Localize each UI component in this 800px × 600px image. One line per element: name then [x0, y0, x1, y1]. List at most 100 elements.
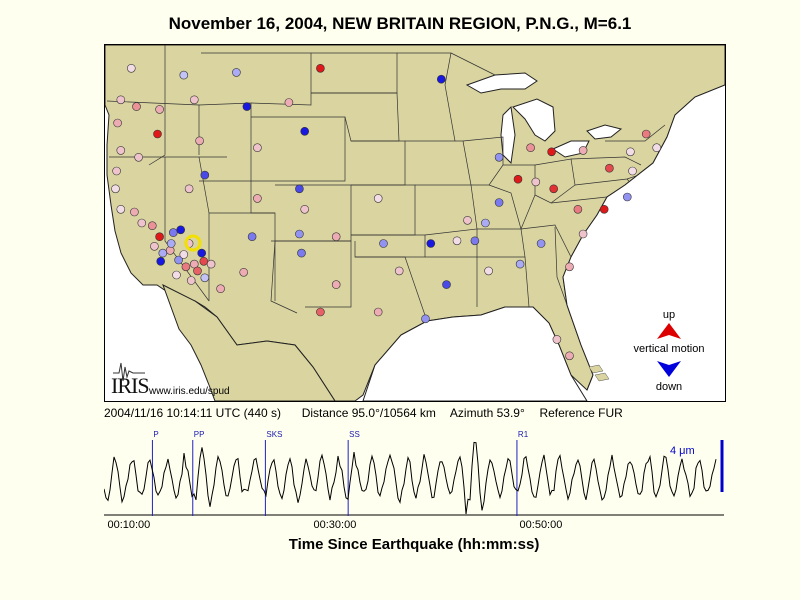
- station-st-23: [116, 205, 126, 214]
- station-st-49: [247, 232, 257, 241]
- station-st-22: [184, 184, 194, 194]
- iris-wave-icon: [113, 362, 145, 382]
- station-st-38: [172, 270, 181, 280]
- station-st-9: [190, 95, 199, 105]
- great-lakes: [465, 72, 623, 165]
- station-st-56: [331, 280, 341, 289]
- station-st-62: [421, 314, 430, 324]
- station-st-70: [481, 218, 490, 228]
- station-st-72: [494, 153, 504, 162]
- reference-station-marker: [184, 234, 202, 252]
- station-st-11: [284, 98, 294, 107]
- station-st-31: [158, 248, 168, 258]
- station-st-51: [295, 184, 304, 194]
- station-st-60: [316, 307, 325, 317]
- mexico-landmass: [162, 283, 336, 401]
- station-st-88: [565, 262, 574, 272]
- station-st-37: [156, 257, 166, 266]
- station-st-33: [181, 262, 191, 272]
- vertical-motion-legend: up vertical motion down: [619, 309, 719, 399]
- station-st-76: [526, 143, 535, 152]
- x-tick-1: 00:30:00: [313, 519, 357, 531]
- station-st-25: [137, 218, 147, 228]
- iris-url-link[interactable]: www.iris.edu/spud: [149, 386, 230, 397]
- station-st-32: [174, 255, 183, 265]
- iris-logo: IRIS: [111, 362, 150, 398]
- station-st-27: [155, 232, 164, 241]
- station-st-17: [134, 153, 143, 162]
- station-st-87: [578, 229, 588, 239]
- station-st-8: [155, 105, 164, 114]
- map-canvas: [105, 45, 725, 401]
- station-st-20: [200, 170, 210, 180]
- station-st-50: [253, 194, 262, 203]
- station-st-2: [179, 70, 189, 80]
- station-st-48: [239, 268, 248, 277]
- down-arrow-icon: [657, 361, 681, 377]
- x-tick-2: 00:50:00: [519, 519, 563, 531]
- phase-label-p: P: [153, 430, 158, 439]
- event-azimuth: Azimuth 53.9°: [449, 406, 525, 420]
- phase-label-ss: SS: [349, 430, 360, 439]
- station-st-78: [578, 146, 588, 155]
- station-st-28: [169, 228, 178, 237]
- atlantic-ocean: [563, 85, 725, 401]
- phase-label-r1: R1: [518, 430, 529, 439]
- station-st-4: [316, 63, 325, 73]
- station-st-26: [147, 221, 157, 230]
- station-st-75: [549, 184, 559, 194]
- gulf-of-mexico: [362, 306, 588, 401]
- station-st-42: [199, 257, 209, 266]
- station-st-10: [242, 102, 252, 111]
- station-st-74: [531, 177, 541, 187]
- station-st-66: [442, 280, 451, 289]
- station-st-91: [565, 351, 574, 361]
- station-st-64: [452, 236, 462, 246]
- station-st-24: [130, 207, 139, 217]
- phase-markers: P PP SKS SS R1: [151, 430, 529, 516]
- legend-down-label: down: [655, 381, 683, 393]
- legend-up-label: up: [662, 309, 676, 321]
- station-st-1: [126, 63, 136, 73]
- phase-label-sks: SKS: [266, 430, 282, 439]
- event-datetime: 2004/11/16 10:14:11 UTC (440 s): [104, 406, 281, 420]
- station-st-46: [150, 242, 159, 251]
- seismogram-trace: [104, 441, 717, 515]
- event-distance: Distance 95.0°/10564 km: [301, 406, 436, 420]
- phase-label-pp: PP: [194, 430, 205, 439]
- station-st-81: [628, 166, 637, 176]
- station-st-45: [179, 250, 189, 259]
- station-st-58: [379, 239, 388, 248]
- station-st-84: [622, 192, 632, 202]
- event-info-line: 2004/11/16 10:14:11 UTC (440 s) Distance…: [104, 406, 744, 420]
- caribbean-islands: [588, 364, 610, 382]
- reference-station: Reference FUR: [539, 406, 623, 420]
- station-st-89: [536, 239, 546, 248]
- station-st-3: [232, 68, 241, 77]
- seismogram-canvas: P PP SKS SS R1 4 μm: [104, 430, 724, 516]
- station-st-43: [206, 259, 216, 269]
- station-st-55: [297, 248, 306, 258]
- station-st-80: [626, 147, 635, 157]
- station-st-35: [193, 266, 202, 276]
- station-st-19: [112, 166, 121, 176]
- station-st-7: [132, 102, 141, 111]
- legend-motion-label: vertical motion: [633, 343, 705, 355]
- up-arrow-icon: [657, 323, 681, 339]
- station-st-54: [331, 232, 341, 241]
- station-st-77: [547, 147, 556, 157]
- station-st-79: [605, 163, 614, 173]
- station-st-14: [195, 136, 204, 146]
- station-st-83: [652, 143, 662, 152]
- seismogram-panel: P PP SKS SS R1 4 μm: [104, 428, 724, 516]
- station-st-63: [426, 239, 436, 248]
- station-st-21: [111, 184, 120, 194]
- station-st-36: [197, 248, 206, 258]
- x-tick-0: 00:10:00: [107, 519, 151, 531]
- station-st-13: [153, 129, 162, 139]
- station-st-68: [515, 259, 525, 269]
- station-st-39: [186, 276, 196, 285]
- iris-logo-text: IRIS: [111, 373, 150, 398]
- station-st-65: [470, 236, 480, 246]
- station-st-69: [463, 216, 472, 225]
